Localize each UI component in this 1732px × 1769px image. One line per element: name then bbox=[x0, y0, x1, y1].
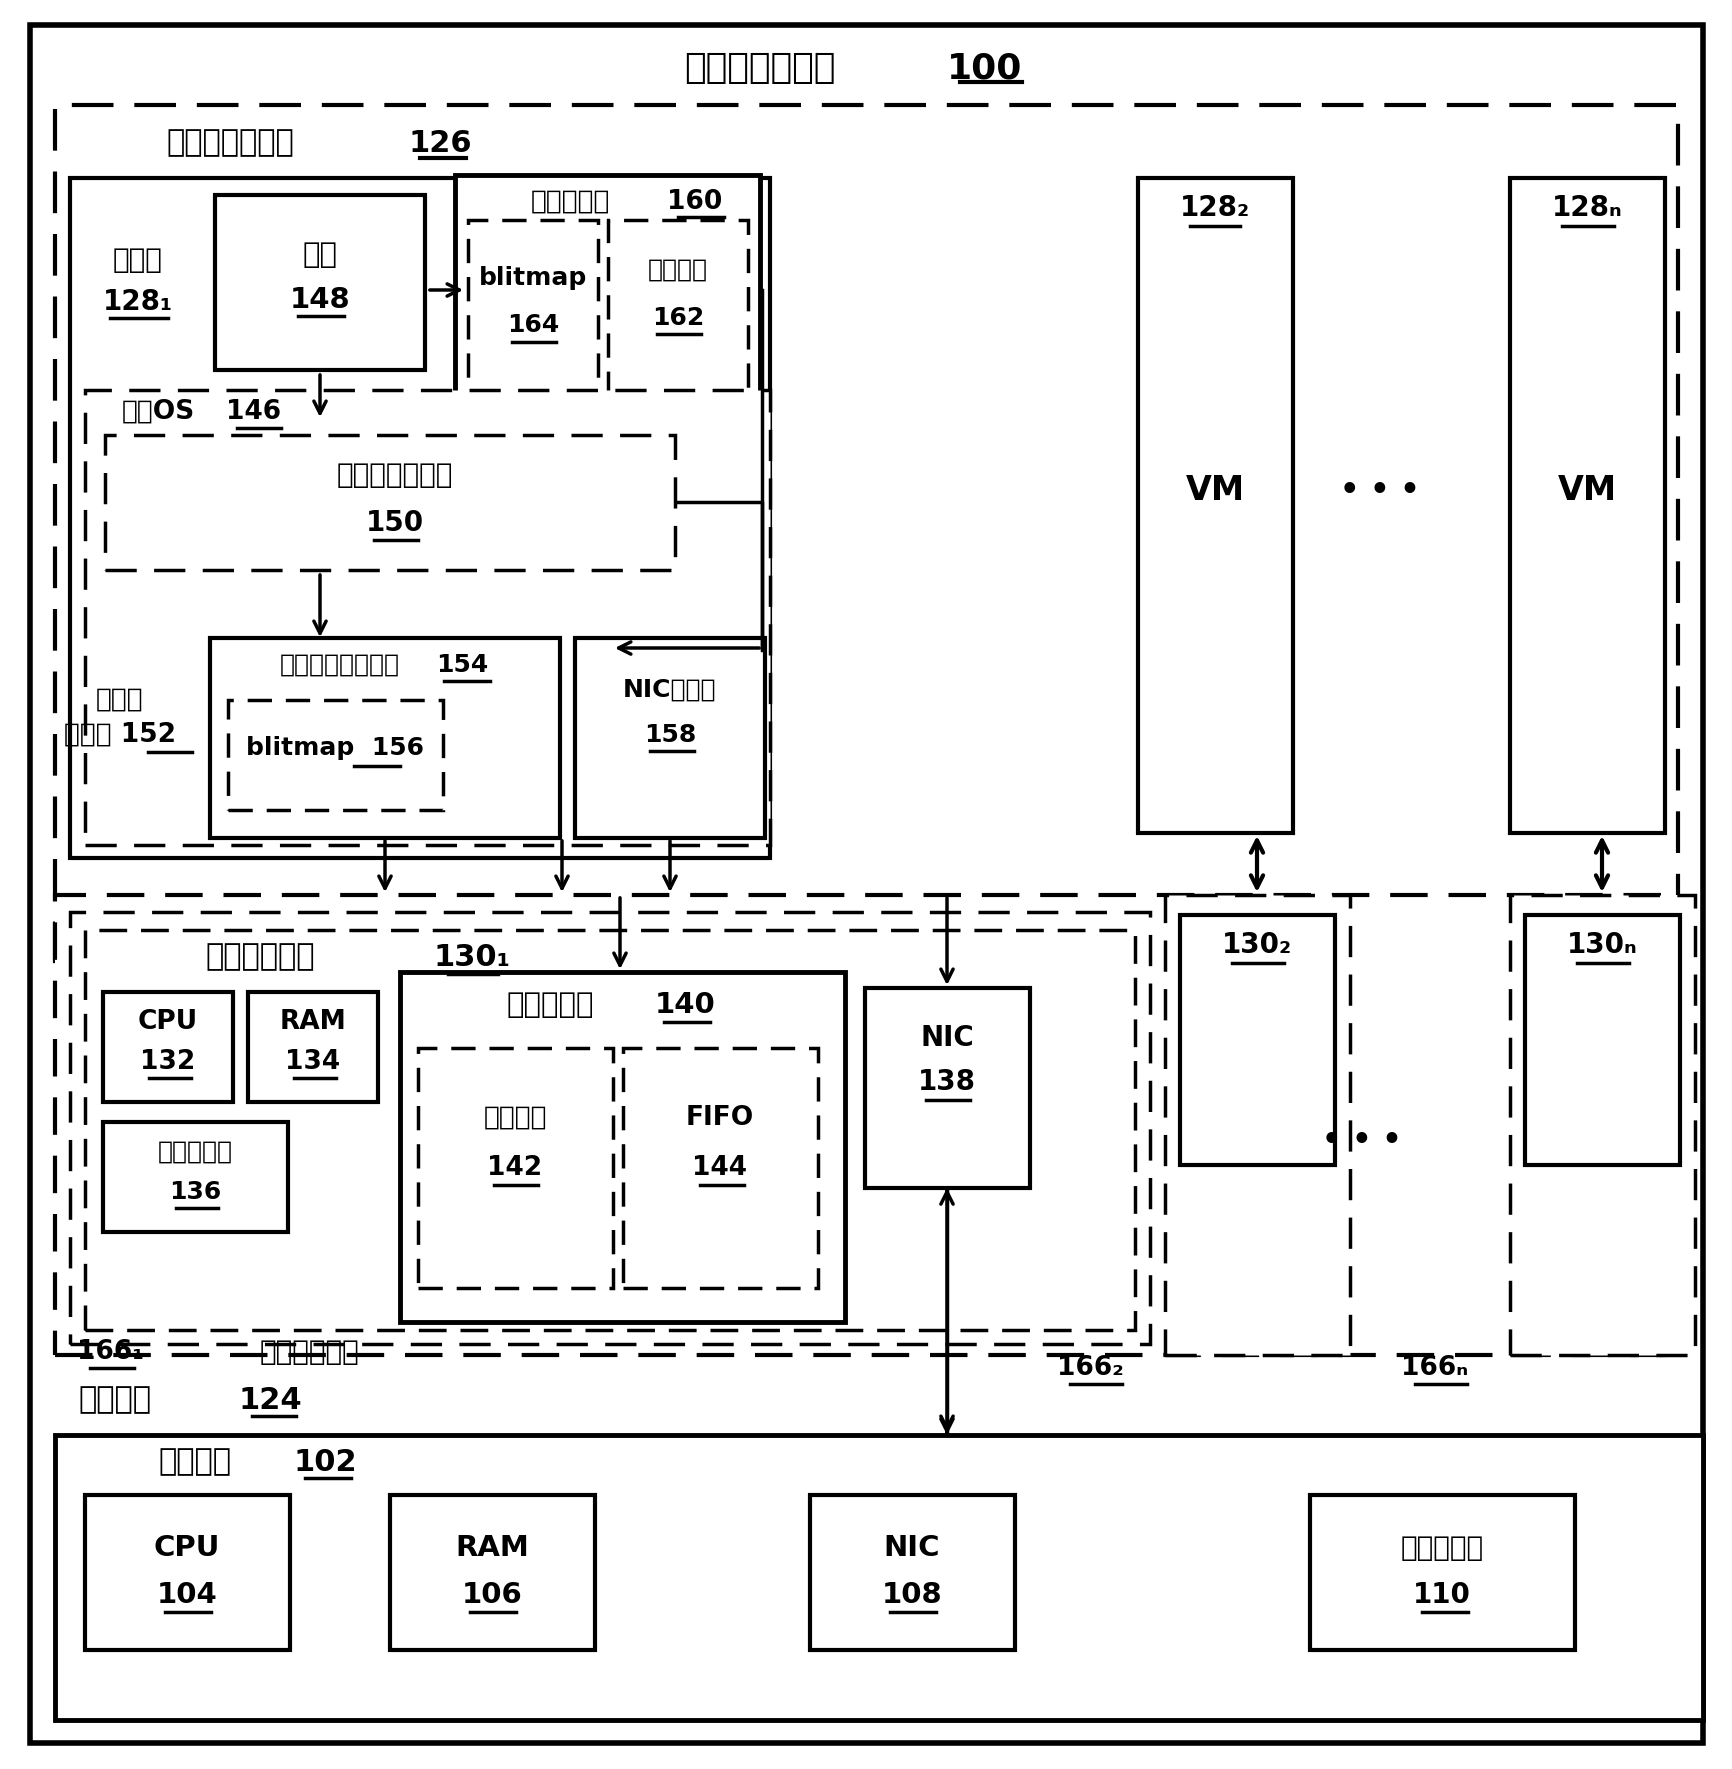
Bar bbox=[468, 219, 598, 400]
Text: CPU: CPU bbox=[139, 1008, 197, 1035]
Text: 160: 160 bbox=[667, 189, 722, 216]
Text: 硬盘驱动器: 硬盘驱动器 bbox=[1399, 1534, 1483, 1562]
Text: 虚拟机监视器: 虚拟机监视器 bbox=[260, 1337, 360, 1366]
Text: blitmap  156: blitmap 156 bbox=[246, 736, 424, 761]
Bar bbox=[1164, 895, 1349, 1355]
Bar bbox=[55, 104, 1677, 980]
Text: 128ₙ: 128ₙ bbox=[1550, 195, 1621, 221]
Text: 128₂: 128₂ bbox=[1179, 195, 1249, 221]
Bar bbox=[622, 1047, 818, 1288]
Text: 166₂: 166₂ bbox=[1057, 1355, 1122, 1382]
Text: 110: 110 bbox=[1412, 1581, 1470, 1610]
Text: 124: 124 bbox=[237, 1385, 301, 1415]
Bar bbox=[809, 1495, 1015, 1650]
Bar bbox=[85, 1495, 289, 1650]
Text: 帧缓冲区: 帧缓冲区 bbox=[648, 258, 708, 281]
Bar bbox=[248, 992, 378, 1102]
Bar bbox=[864, 989, 1029, 1189]
Text: 显示编码器: 显示编码器 bbox=[530, 189, 610, 216]
Text: 150: 150 bbox=[365, 509, 424, 538]
Text: NIC: NIC bbox=[920, 1024, 973, 1053]
Bar bbox=[215, 195, 424, 370]
Text: 130ₙ: 130ₙ bbox=[1566, 930, 1637, 959]
Text: CPU: CPU bbox=[154, 1534, 220, 1562]
Text: FIFO: FIFO bbox=[686, 1106, 753, 1130]
Text: 客户OS: 客户OS bbox=[121, 400, 194, 425]
Bar bbox=[85, 930, 1134, 1330]
Text: 图形绘制接口层: 图形绘制接口层 bbox=[336, 462, 454, 488]
Bar bbox=[1138, 179, 1292, 833]
Text: 108: 108 bbox=[882, 1581, 942, 1610]
Text: blitmap: blitmap bbox=[478, 265, 587, 290]
Text: 144: 144 bbox=[693, 1155, 746, 1182]
Bar bbox=[85, 389, 769, 846]
Bar bbox=[69, 913, 1150, 1344]
Text: 视频适配器: 视频适配器 bbox=[506, 991, 594, 1019]
Text: NIC: NIC bbox=[883, 1534, 940, 1562]
Text: 100: 100 bbox=[947, 51, 1022, 85]
Text: 162: 162 bbox=[651, 306, 703, 331]
Bar bbox=[106, 435, 674, 570]
Text: 142: 142 bbox=[487, 1155, 542, 1182]
Bar bbox=[417, 1047, 613, 1288]
Text: 硬盘驱动器: 硬盘驱动器 bbox=[158, 1139, 232, 1164]
Text: 远程桌面服务器: 远程桌面服务器 bbox=[684, 51, 835, 85]
Text: 帧缓冲区: 帧缓冲区 bbox=[483, 1106, 546, 1130]
Text: 166ₙ: 166ₙ bbox=[1401, 1355, 1467, 1382]
Bar bbox=[456, 175, 760, 425]
Text: 虚拟机执行空间: 虚拟机执行空间 bbox=[166, 129, 294, 157]
Bar bbox=[102, 992, 232, 1102]
Text: 应用: 应用 bbox=[303, 241, 338, 269]
Text: 视频适配器驱动器: 视频适配器驱动器 bbox=[281, 653, 400, 678]
Text: 102: 102 bbox=[293, 1447, 357, 1477]
Text: 146: 146 bbox=[227, 400, 281, 425]
Text: 134: 134 bbox=[286, 1049, 341, 1076]
Text: 128₁: 128₁ bbox=[102, 288, 173, 317]
Text: 140: 140 bbox=[655, 991, 715, 1019]
Bar bbox=[1309, 1495, 1574, 1650]
Text: 动器层 152: 动器层 152 bbox=[64, 722, 177, 748]
Bar bbox=[390, 1495, 594, 1650]
Text: 166₁: 166₁ bbox=[76, 1339, 144, 1366]
Text: 154: 154 bbox=[436, 653, 488, 678]
Text: VM: VM bbox=[1185, 474, 1244, 506]
Text: 设备驱: 设备驱 bbox=[97, 686, 144, 713]
Text: 130₂: 130₂ bbox=[1221, 930, 1292, 959]
Bar bbox=[575, 639, 764, 839]
Text: RAM: RAM bbox=[456, 1534, 528, 1562]
Bar bbox=[55, 895, 1677, 1355]
Bar bbox=[229, 701, 443, 810]
Text: RAM: RAM bbox=[279, 1008, 346, 1035]
Text: NIC驱动器: NIC驱动器 bbox=[624, 678, 717, 702]
Text: 164: 164 bbox=[506, 313, 559, 338]
Text: 106: 106 bbox=[461, 1581, 521, 1610]
Text: 130₁: 130₁ bbox=[433, 943, 511, 971]
Text: 管理程序: 管理程序 bbox=[78, 1385, 151, 1415]
Text: 138: 138 bbox=[918, 1068, 975, 1097]
Text: VM: VM bbox=[1557, 474, 1616, 506]
Text: 132: 132 bbox=[140, 1049, 196, 1076]
Text: 104: 104 bbox=[156, 1581, 216, 1610]
Bar bbox=[400, 971, 845, 1321]
Bar bbox=[608, 219, 748, 400]
Text: 硬件平台: 硬件平台 bbox=[158, 1447, 232, 1477]
Bar bbox=[1524, 915, 1678, 1166]
Text: 虚拟硬件平台: 虚拟硬件平台 bbox=[204, 943, 315, 971]
Text: • • •: • • • bbox=[1339, 476, 1419, 504]
Text: 126: 126 bbox=[409, 129, 471, 157]
Bar bbox=[210, 639, 559, 839]
Text: 136: 136 bbox=[168, 1180, 222, 1205]
Bar bbox=[1179, 915, 1334, 1166]
Bar bbox=[55, 1435, 1703, 1719]
Text: 148: 148 bbox=[289, 287, 350, 315]
Text: • • •: • • • bbox=[1322, 1125, 1401, 1155]
Text: 158: 158 bbox=[644, 724, 696, 747]
Bar bbox=[1509, 179, 1664, 833]
Bar bbox=[1509, 895, 1694, 1355]
Bar bbox=[69, 179, 769, 858]
Text: 虚拟机: 虚拟机 bbox=[113, 246, 163, 274]
Bar bbox=[102, 1122, 288, 1231]
